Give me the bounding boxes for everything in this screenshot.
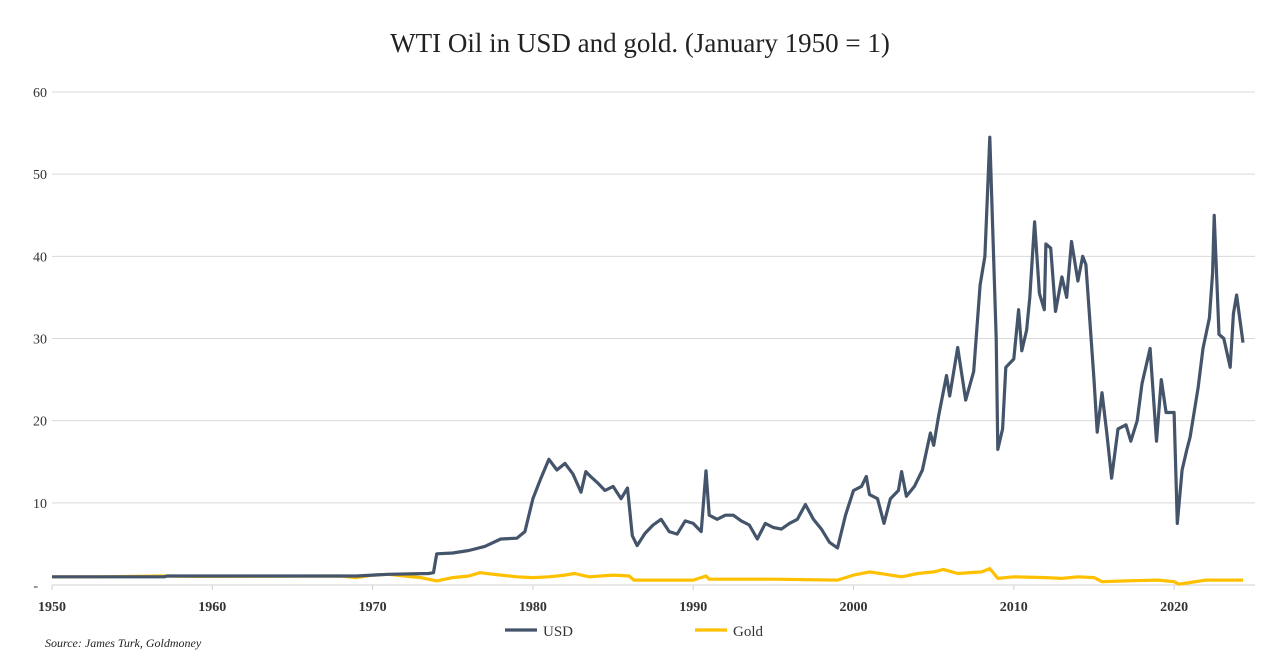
series-line-usd: [52, 135, 1245, 579]
x-tick-label: 1950: [38, 600, 66, 615]
y-tick-label: 10: [33, 497, 47, 512]
x-tick-label: 1970: [359, 600, 387, 615]
x-tick-label: 1960: [198, 600, 226, 615]
y-tick-label: -: [33, 579, 38, 594]
legend-label-usd: USD: [543, 624, 573, 640]
y-tick-label: 30: [33, 333, 47, 348]
y-tick-label: 20: [33, 415, 47, 430]
x-tick-label: 2010: [1000, 600, 1028, 615]
source-note: Source: James Turk, Goldmoney: [45, 636, 202, 650]
x-tick-label: 2000: [840, 600, 868, 615]
x-tick-label: 1980: [519, 600, 547, 615]
x-tick-label: 2020: [1160, 600, 1188, 615]
y-tick-label: 40: [33, 250, 47, 265]
series-line-gold: [52, 567, 1243, 586]
y-tick-label: 60: [33, 86, 47, 101]
chart-title: WTI Oil in USD and gold. (January 1950 =…: [390, 28, 890, 58]
legend-label-gold: Gold: [733, 624, 764, 640]
y-tick-label: 50: [33, 168, 47, 183]
x-tick-label: 1990: [679, 600, 707, 615]
